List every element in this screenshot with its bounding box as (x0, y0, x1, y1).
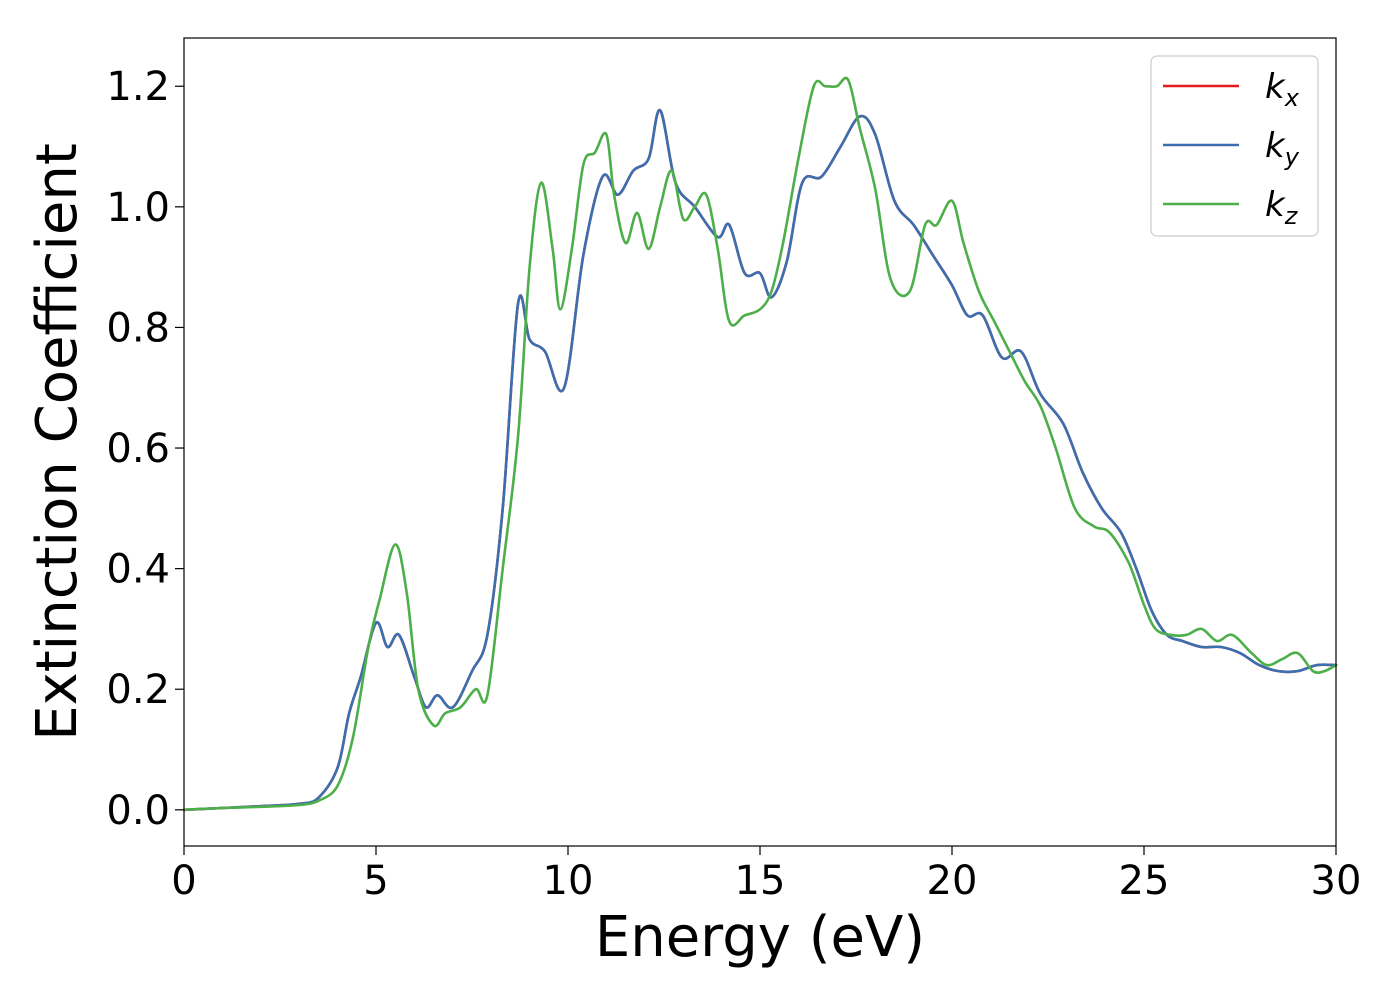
x-tick-label: 30 (1311, 858, 1362, 904)
y-tick-label: 0.0 (106, 788, 170, 834)
x-tick-label: 0 (171, 858, 196, 904)
y-tick-label: 0.2 (106, 667, 170, 713)
legend-label-base: k (1265, 126, 1286, 166)
legend-label-z: kz (1265, 185, 1299, 230)
y-axis: 0.0 0.2 0.4 0.6 0.8 1.0 1.2 (106, 64, 184, 834)
y-tick-label: 0.6 (106, 426, 170, 472)
x-tick-label: 10 (543, 858, 594, 904)
series-layer (182, 76, 1338, 812)
x-tick-label: 20 (927, 858, 978, 904)
y-tick-label: 1.2 (106, 64, 170, 110)
legend-label-y: ky (1265, 126, 1300, 171)
x-tick-label: 25 (1119, 858, 1170, 904)
x-tick-label: 5 (363, 858, 388, 904)
legend-label-subscript: z (1284, 202, 1299, 230)
legend-label-base: k (1265, 185, 1286, 225)
x-axis-title: Energy (eV) (595, 905, 925, 970)
legend-label-subscript: y (1284, 143, 1300, 171)
y-tick-label: 0.8 (106, 305, 170, 351)
y-tick-label: 0.4 (106, 547, 170, 593)
legend-label-base: k (1265, 67, 1286, 107)
y-axis-title: Extinction Coefficient (25, 143, 90, 741)
x-tick-label: 15 (735, 858, 786, 904)
series-line-z (182, 76, 1338, 812)
legend-label-x: kx (1265, 67, 1300, 112)
x-axis: 0 5 10 15 20 25 30 (171, 846, 1361, 904)
y-tick-label: 1.0 (106, 185, 170, 231)
legend-label-subscript: x (1284, 84, 1300, 112)
